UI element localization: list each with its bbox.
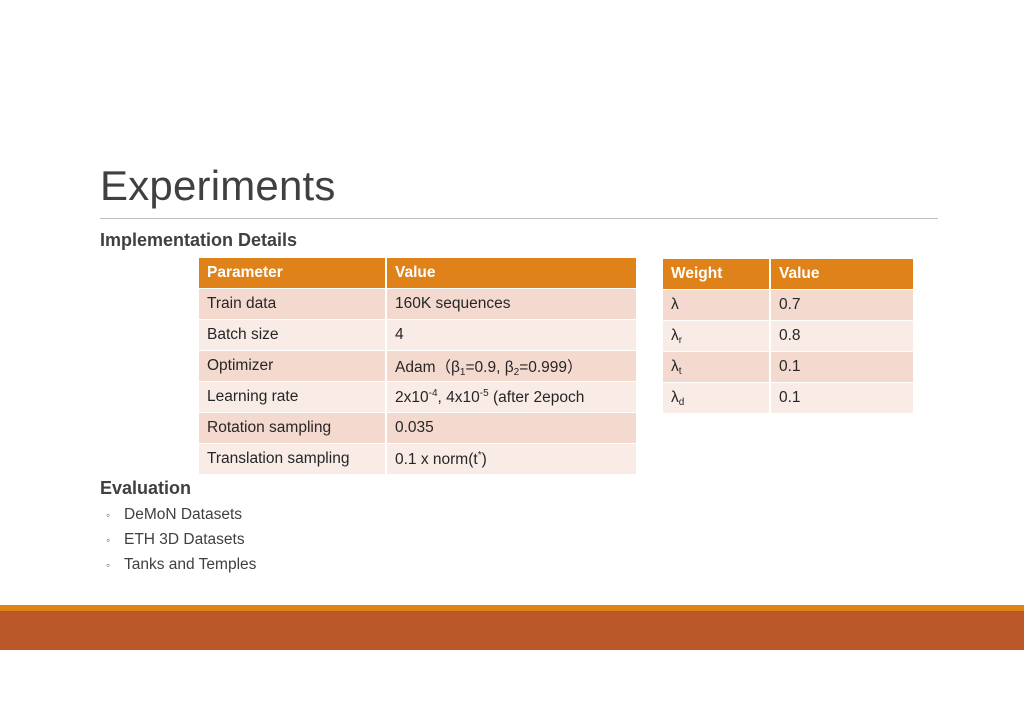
weight-table: Weight Value λ 0.7 λr 0.8 λt 0.1 λd 0.1 xyxy=(663,259,913,413)
evaluation-list: ◦ DeMoN Datasets ◦ ETH 3D Datasets ◦ Tan… xyxy=(100,502,256,577)
subscript: t xyxy=(678,365,682,377)
lambda-symbol: λ xyxy=(671,326,679,344)
implementation-heading: Implementation Details xyxy=(100,230,298,250)
weight-name: λr xyxy=(663,320,771,352)
table-row: λt 0.1 xyxy=(663,351,913,383)
table-row: Optimizer Adam（β1=0.9, β2=0.999） xyxy=(199,350,636,382)
bullet-icon: ◦ xyxy=(106,532,111,547)
table-row: λ 0.7 xyxy=(663,289,913,321)
value-text: =0.9, β xyxy=(465,358,514,376)
param-value: Adam（β1=0.9, β2=0.999） xyxy=(386,350,636,382)
footer-bar xyxy=(0,611,1024,650)
lambda-symbol: λ xyxy=(671,388,679,406)
param-name: Batch size xyxy=(199,319,387,351)
evaluation-heading: Evaluation xyxy=(100,478,192,498)
value-text: (after 2epoch xyxy=(488,388,585,406)
param-value: 160K sequences xyxy=(386,288,636,320)
table-row: λr 0.8 xyxy=(663,320,913,352)
list-item: ◦ ETH 3D Datasets xyxy=(100,527,256,552)
weight-value: 0.1 xyxy=(770,351,913,383)
superscript: -5 xyxy=(479,387,489,399)
weight-table-header: Weight Value xyxy=(663,259,913,290)
value-text: 0.1 x norm(t xyxy=(395,450,478,468)
param-name: Translation sampling xyxy=(199,443,387,474)
slide-title: Experiments xyxy=(100,162,336,209)
footer-accent-stripe xyxy=(0,605,1024,611)
subscript: 2 xyxy=(513,366,520,378)
title-divider xyxy=(100,218,938,219)
subscript: 1 xyxy=(459,366,466,378)
table-row: Learning rate 2x10-4, 4x10-5 (after 2epo… xyxy=(199,381,636,413)
list-item: ◦ Tanks and Temples xyxy=(100,552,256,577)
list-item-label: DeMoN Datasets xyxy=(124,505,243,523)
list-item: ◦ DeMoN Datasets xyxy=(100,502,256,527)
param-name: Train data xyxy=(199,288,387,320)
weight-name: λ xyxy=(663,289,771,321)
param-name: Learning rate xyxy=(199,381,387,413)
parameter-table: Parameter Value Train data 160K sequence… xyxy=(199,258,636,474)
header-weight: Weight xyxy=(663,259,771,290)
list-item-label: Tanks and Temples xyxy=(124,555,257,573)
superscript: -4 xyxy=(428,387,438,399)
param-value: 0.035 xyxy=(386,412,636,444)
param-name: Optimizer xyxy=(199,350,387,382)
table-row: Translation sampling 0.1 x norm(t*) xyxy=(199,443,636,474)
parameter-table-header: Parameter Value xyxy=(199,258,636,289)
superscript: * xyxy=(477,449,482,461)
table-row: Batch size 4 xyxy=(199,319,636,351)
subscript: r xyxy=(678,334,683,346)
header-parameter: Parameter xyxy=(199,258,387,289)
param-name: Rotation sampling xyxy=(199,412,387,444)
table-row: Train data 160K sequences xyxy=(199,288,636,320)
param-value: 0.1 x norm(t*) xyxy=(386,443,636,474)
weight-value: 0.7 xyxy=(770,289,913,321)
param-value: 4 xyxy=(386,319,636,351)
lambda-symbol: λ xyxy=(671,295,679,313)
weight-value: 0.8 xyxy=(770,320,913,352)
value-text: Adam（β xyxy=(395,358,460,376)
weight-value: 0.1 xyxy=(770,382,913,413)
list-item-label: ETH 3D Datasets xyxy=(124,530,245,548)
value-text: =0.999） xyxy=(519,358,583,376)
subscript: d xyxy=(678,396,685,408)
bullet-icon: ◦ xyxy=(106,507,111,522)
header-value: Value xyxy=(770,259,913,290)
table-row: Rotation sampling 0.035 xyxy=(199,412,636,444)
value-text: ) xyxy=(481,450,487,468)
weight-name: λd xyxy=(663,382,771,413)
table-row: λd 0.1 xyxy=(663,382,913,413)
bullet-icon: ◦ xyxy=(106,557,111,572)
value-text: 2x10 xyxy=(395,388,429,406)
weight-name: λt xyxy=(663,351,771,383)
value-text: , 4x10 xyxy=(437,388,480,406)
lambda-symbol: λ xyxy=(671,357,679,375)
header-value: Value xyxy=(386,258,636,289)
param-value: 2x10-4, 4x10-5 (after 2epoch xyxy=(386,381,636,413)
